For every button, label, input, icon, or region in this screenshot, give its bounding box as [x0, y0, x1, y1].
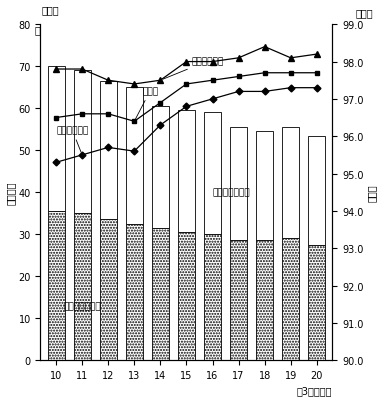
- Bar: [48, 67, 65, 212]
- Y-axis label: 進学率: 進学率: [366, 184, 376, 202]
- Bar: [230, 241, 247, 360]
- Bar: [74, 71, 91, 214]
- Bar: [100, 82, 117, 220]
- Text: 千: 千: [34, 25, 40, 35]
- Bar: [126, 88, 143, 224]
- X-axis label: 年3月卒業者: 年3月卒業者: [297, 385, 332, 395]
- Bar: [308, 136, 325, 245]
- Bar: [256, 241, 273, 360]
- Bar: [126, 224, 143, 360]
- Bar: [204, 113, 221, 235]
- Bar: [178, 111, 195, 233]
- Bar: [282, 239, 299, 360]
- Y-axis label: 卒業者数: 卒業者数: [6, 181, 16, 205]
- Bar: [74, 214, 91, 360]
- Bar: [178, 233, 195, 360]
- Text: 進学率: 進学率: [136, 87, 158, 119]
- Text: 進学率（男）: 進学率（男）: [56, 126, 88, 153]
- Bar: [230, 128, 247, 241]
- Bar: [204, 235, 221, 360]
- Bar: [100, 220, 117, 360]
- Text: 卒業者数（女）: 卒業者数（女）: [212, 188, 250, 197]
- Bar: [152, 107, 169, 228]
- Bar: [48, 212, 65, 360]
- Bar: [256, 132, 273, 241]
- Bar: [282, 128, 299, 239]
- Bar: [152, 228, 169, 360]
- Text: （人）: （人）: [42, 5, 59, 15]
- Bar: [308, 245, 325, 360]
- Text: 卒業者数（男）: 卒業者数（男）: [64, 301, 102, 310]
- Text: 進学率（女）: 進学率（女）: [163, 57, 224, 80]
- Text: （％）: （％）: [356, 8, 374, 18]
